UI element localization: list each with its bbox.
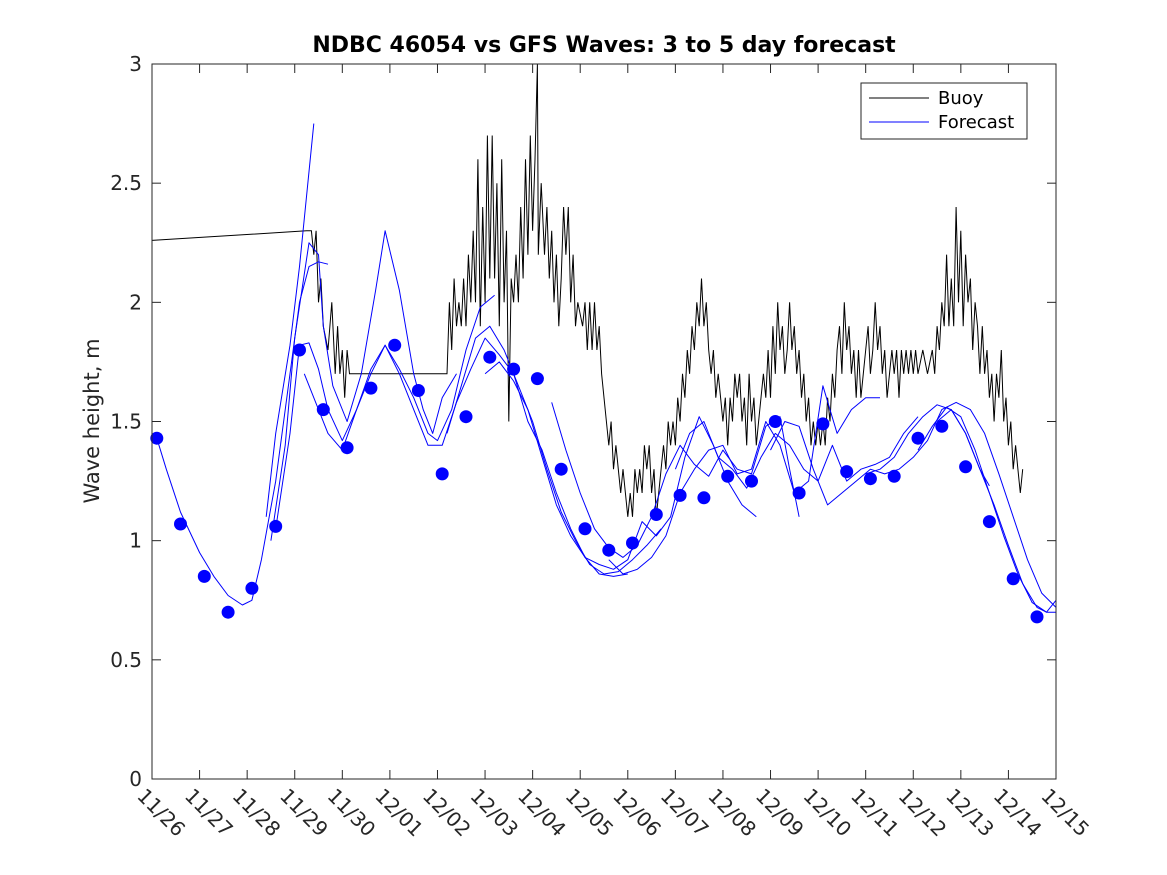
forecast-marker bbox=[673, 488, 687, 502]
y-axis: 0 0.5 1 1.5 2 2.5 3 bbox=[110, 52, 1056, 791]
forecast-run-line bbox=[303, 337, 628, 577]
forecast-marker bbox=[1006, 572, 1020, 586]
forecast-marker bbox=[721, 469, 735, 483]
forecast-marker bbox=[578, 522, 592, 536]
forecast-run-line bbox=[674, 416, 919, 489]
forecast-marker bbox=[459, 410, 473, 424]
forecast-run-line bbox=[156, 261, 329, 606]
forecast-marker bbox=[602, 543, 616, 557]
y-tick-label: 0.5 bbox=[110, 648, 142, 672]
y-tick-label: 2.5 bbox=[110, 171, 142, 195]
forecast-run-line bbox=[936, 409, 990, 487]
forecast-marker bbox=[174, 517, 187, 531]
forecast-marker bbox=[768, 415, 782, 428]
y-tick-label: 3 bbox=[129, 52, 142, 76]
forecast-marker bbox=[649, 508, 663, 521]
buoy-line bbox=[151, 63, 1024, 517]
forecast-marker bbox=[935, 419, 949, 433]
forecast-run-line bbox=[608, 385, 880, 575]
forecast-marker bbox=[816, 417, 830, 431]
forecast-marker bbox=[340, 441, 354, 455]
plot-area bbox=[152, 64, 1056, 779]
y-tick-label: 1 bbox=[129, 529, 142, 553]
forecast-marker bbox=[792, 486, 806, 500]
y-tick-label: 0 bbox=[129, 767, 142, 791]
legend: Buoy Forecast bbox=[860, 82, 1028, 140]
forecast-marker bbox=[887, 469, 901, 483]
legend-label-buoy: Buoy bbox=[938, 88, 984, 109]
forecast-marker bbox=[1030, 610, 1044, 624]
forecast-marker bbox=[697, 491, 711, 505]
legend-label-forecast: Forecast bbox=[938, 112, 1014, 133]
forecast-marker bbox=[745, 474, 758, 488]
forecast-marker bbox=[411, 384, 425, 397]
y-axis-label: Wave height, m bbox=[80, 338, 104, 503]
forecast-marker bbox=[269, 519, 283, 533]
forecast-marker bbox=[435, 467, 449, 481]
forecast-markers bbox=[150, 338, 1044, 624]
forecast-marker bbox=[530, 372, 544, 386]
forecast-marker bbox=[483, 350, 497, 364]
forecast-marker bbox=[150, 431, 164, 445]
forecast-marker bbox=[293, 343, 306, 357]
forecast-run-line bbox=[551, 402, 800, 558]
buoy-series bbox=[151, 63, 1024, 517]
chart-title: NDBC 46054 vs GFS Waves: 3 to 5 day fore… bbox=[312, 33, 896, 58]
legend-box bbox=[860, 82, 1028, 140]
forecast-run-line bbox=[917, 406, 1056, 613]
forecast-marker bbox=[507, 362, 521, 376]
forecast-marker bbox=[840, 465, 854, 479]
forecast-marker bbox=[245, 581, 259, 595]
forecast-marker bbox=[626, 536, 639, 550]
forecast-marker bbox=[554, 462, 568, 476]
forecast-marker bbox=[982, 515, 996, 529]
forecast-marker bbox=[911, 431, 925, 445]
y-tick-label: 1.5 bbox=[110, 410, 142, 434]
forecast-marker bbox=[316, 403, 330, 417]
forecast-marker bbox=[388, 338, 402, 352]
y-tick-label: 2 bbox=[129, 290, 142, 314]
forecast-run-line bbox=[265, 123, 315, 517]
forecast-run-line bbox=[270, 230, 457, 541]
forecast-run-line bbox=[446, 325, 662, 575]
forecast-marker bbox=[959, 460, 973, 474]
forecast-marker bbox=[364, 381, 378, 395]
forecast-marker bbox=[863, 472, 877, 486]
forecast-run-line bbox=[770, 401, 1057, 608]
forecast-series bbox=[156, 123, 1057, 613]
forecast-marker bbox=[197, 569, 211, 583]
forecast-marker bbox=[221, 605, 235, 619]
forecast-run-line bbox=[275, 294, 495, 529]
